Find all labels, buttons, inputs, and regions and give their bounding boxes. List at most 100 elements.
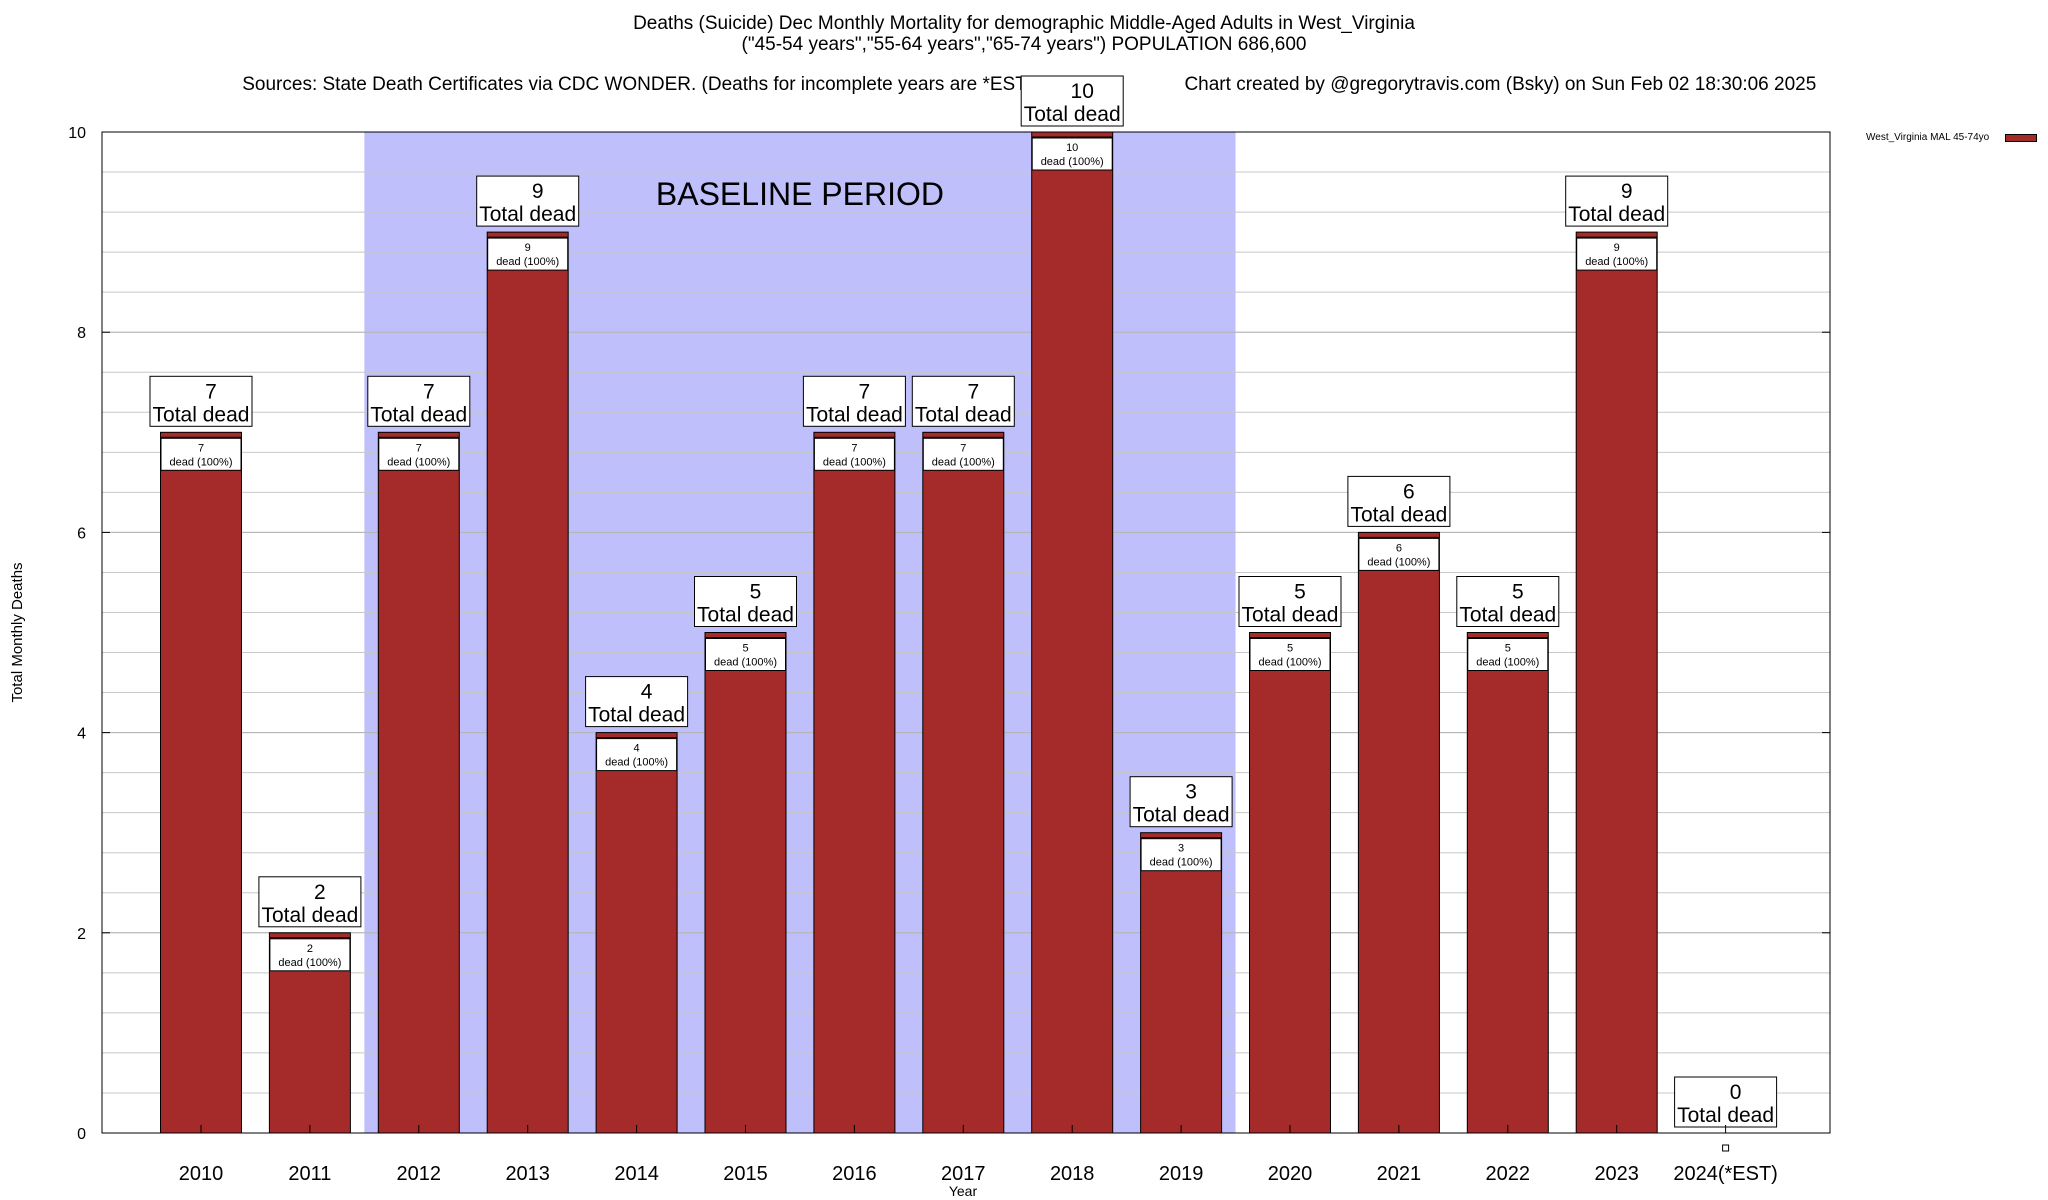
inner-label-text: dead (100%) — [714, 657, 777, 669]
inner-label-count: 5 — [1505, 643, 1511, 655]
x-tick-label: 2014 — [614, 1163, 659, 1185]
total-label-count: 9 — [1621, 180, 1633, 203]
bar — [1357, 531, 1440, 1134]
x-tick-label: 2024(*EST) — [1673, 1163, 1778, 1185]
bar — [813, 431, 896, 1134]
total-label-count: 10 — [1071, 80, 1094, 103]
total-label-box — [1020, 75, 1124, 127]
inner-label-count: 2 — [307, 943, 313, 955]
inner-label-box — [1576, 237, 1658, 271]
inner-label-text: dead (100%) — [605, 757, 668, 769]
inner-label-box — [705, 638, 786, 671]
inner-label-text: dead (100%) — [387, 456, 450, 468]
total-label-box — [911, 375, 1015, 427]
total-label-box — [1456, 576, 1560, 627]
inner-label-count: 7 — [198, 442, 204, 454]
x-tick-label: 2018 — [1050, 1163, 1095, 1185]
total-label-count: 5 — [1294, 581, 1306, 604]
legend-swatch — [2005, 134, 2037, 142]
total-label-box — [476, 175, 580, 227]
inner-label-box — [922, 437, 1004, 471]
inner-label-text: dead (100%) — [1476, 657, 1539, 669]
inner-label-box — [813, 437, 895, 471]
y-tick-label: 0 — [77, 1126, 86, 1143]
x-tick-label: 2016 — [832, 1163, 877, 1185]
total-label-box — [1674, 1076, 1778, 1128]
total-label-count: 3 — [1185, 781, 1197, 804]
inner-label-box — [1467, 638, 1549, 671]
inner-label-count: 9 — [1614, 242, 1620, 254]
bar — [486, 231, 569, 1134]
total-label-box — [258, 876, 362, 928]
bar — [1140, 832, 1223, 1134]
inner-label-count: 6 — [1396, 542, 1402, 554]
total-label-box — [1347, 475, 1451, 527]
total-label-box — [1238, 576, 1342, 627]
y-tick-label: 6 — [77, 525, 86, 542]
x-tick-label: 2019 — [1159, 1163, 1204, 1185]
inner-label-box — [160, 437, 242, 471]
total-label-box — [585, 676, 689, 728]
total-label-count: 7 — [859, 380, 871, 403]
sources-line: Sources: State Death Certificates via CD… — [0, 55, 2048, 95]
total-label-text: Total dead — [261, 904, 358, 927]
inner-label-text: dead (100%) — [496, 256, 559, 268]
y-tick-label: 4 — [77, 726, 86, 743]
inner-label-count: 10 — [1066, 142, 1078, 154]
total-label-count: 0 — [1730, 1081, 1742, 1104]
total-label-count: 9 — [532, 180, 544, 203]
total-label-count: 7 — [423, 380, 435, 403]
inner-label-count: 7 — [416, 442, 422, 454]
credit-text: Chart created by @gregorytravis.com (Bsk… — [1184, 74, 1817, 95]
total-label-text: Total dead — [915, 403, 1012, 426]
y-tick-label: 2 — [77, 926, 86, 943]
total-label-text: Total dead — [1568, 203, 1665, 226]
bar — [1249, 632, 1331, 1134]
bar — [595, 732, 678, 1134]
bar — [1466, 632, 1549, 1134]
x-tick-label: 2023 — [1594, 1163, 1639, 1185]
x-tick-label: 2021 — [1377, 1163, 1422, 1185]
total-label-count: 6 — [1403, 480, 1415, 503]
inner-label-text: dead (100%) — [1150, 857, 1213, 869]
total-label-text: Total dead — [479, 203, 576, 226]
bar — [160, 431, 242, 1134]
total-label-text: Total dead — [1133, 804, 1230, 827]
inner-label-count: 5 — [742, 643, 748, 655]
bar — [377, 431, 460, 1134]
x-tick-label: 2010 — [179, 1163, 224, 1185]
x-tick-label: 2013 — [505, 1163, 550, 1185]
y-axis-label: Total Monthly Deaths — [9, 562, 26, 702]
baseline-period-label: BASELINE PERIOD — [656, 176, 944, 212]
total-label-count: 5 — [1512, 581, 1524, 604]
inner-label-count: 9 — [525, 242, 531, 254]
legend-label: West_Virginia MAL 45-74yo — [1866, 132, 1990, 143]
total-label-box — [802, 375, 906, 427]
inner-label-count: 4 — [634, 743, 640, 755]
total-label-count: 4 — [641, 681, 653, 704]
inner-label-text: dead (100%) — [1585, 256, 1648, 268]
total-label-text: Total dead — [1350, 503, 1447, 526]
total-label-count: 7 — [205, 380, 217, 403]
y-tick-label: 10 — [68, 125, 86, 142]
total-label-box — [1129, 776, 1233, 828]
total-label-box — [694, 576, 797, 627]
total-label-text: Total dead — [153, 403, 250, 426]
inner-label-text: dead (100%) — [278, 957, 341, 969]
x-tick-label: 2020 — [1268, 1163, 1313, 1185]
total-label-text: Total dead — [1459, 604, 1556, 627]
bar — [1575, 231, 1658, 1134]
inner-label-box — [487, 237, 569, 271]
total-label-text: Total dead — [1024, 103, 1121, 126]
total-label-count: 2 — [314, 881, 326, 904]
total-label-text: Total dead — [370, 403, 467, 426]
inner-label-box — [378, 437, 460, 471]
total-label-box — [1565, 175, 1669, 227]
bar — [704, 632, 787, 1134]
x-tick-label: 2012 — [397, 1163, 442, 1185]
bar — [922, 431, 1005, 1134]
inner-label-text: dead (100%) — [1041, 156, 1104, 168]
chart-title: Deaths (Suicide) Dec Monthly Mortality f… — [633, 13, 1415, 34]
total-label-text: Total dead — [806, 403, 903, 426]
chart-subtitle: ("45-54 years","55-64 years","65-74 year… — [741, 34, 1307, 55]
